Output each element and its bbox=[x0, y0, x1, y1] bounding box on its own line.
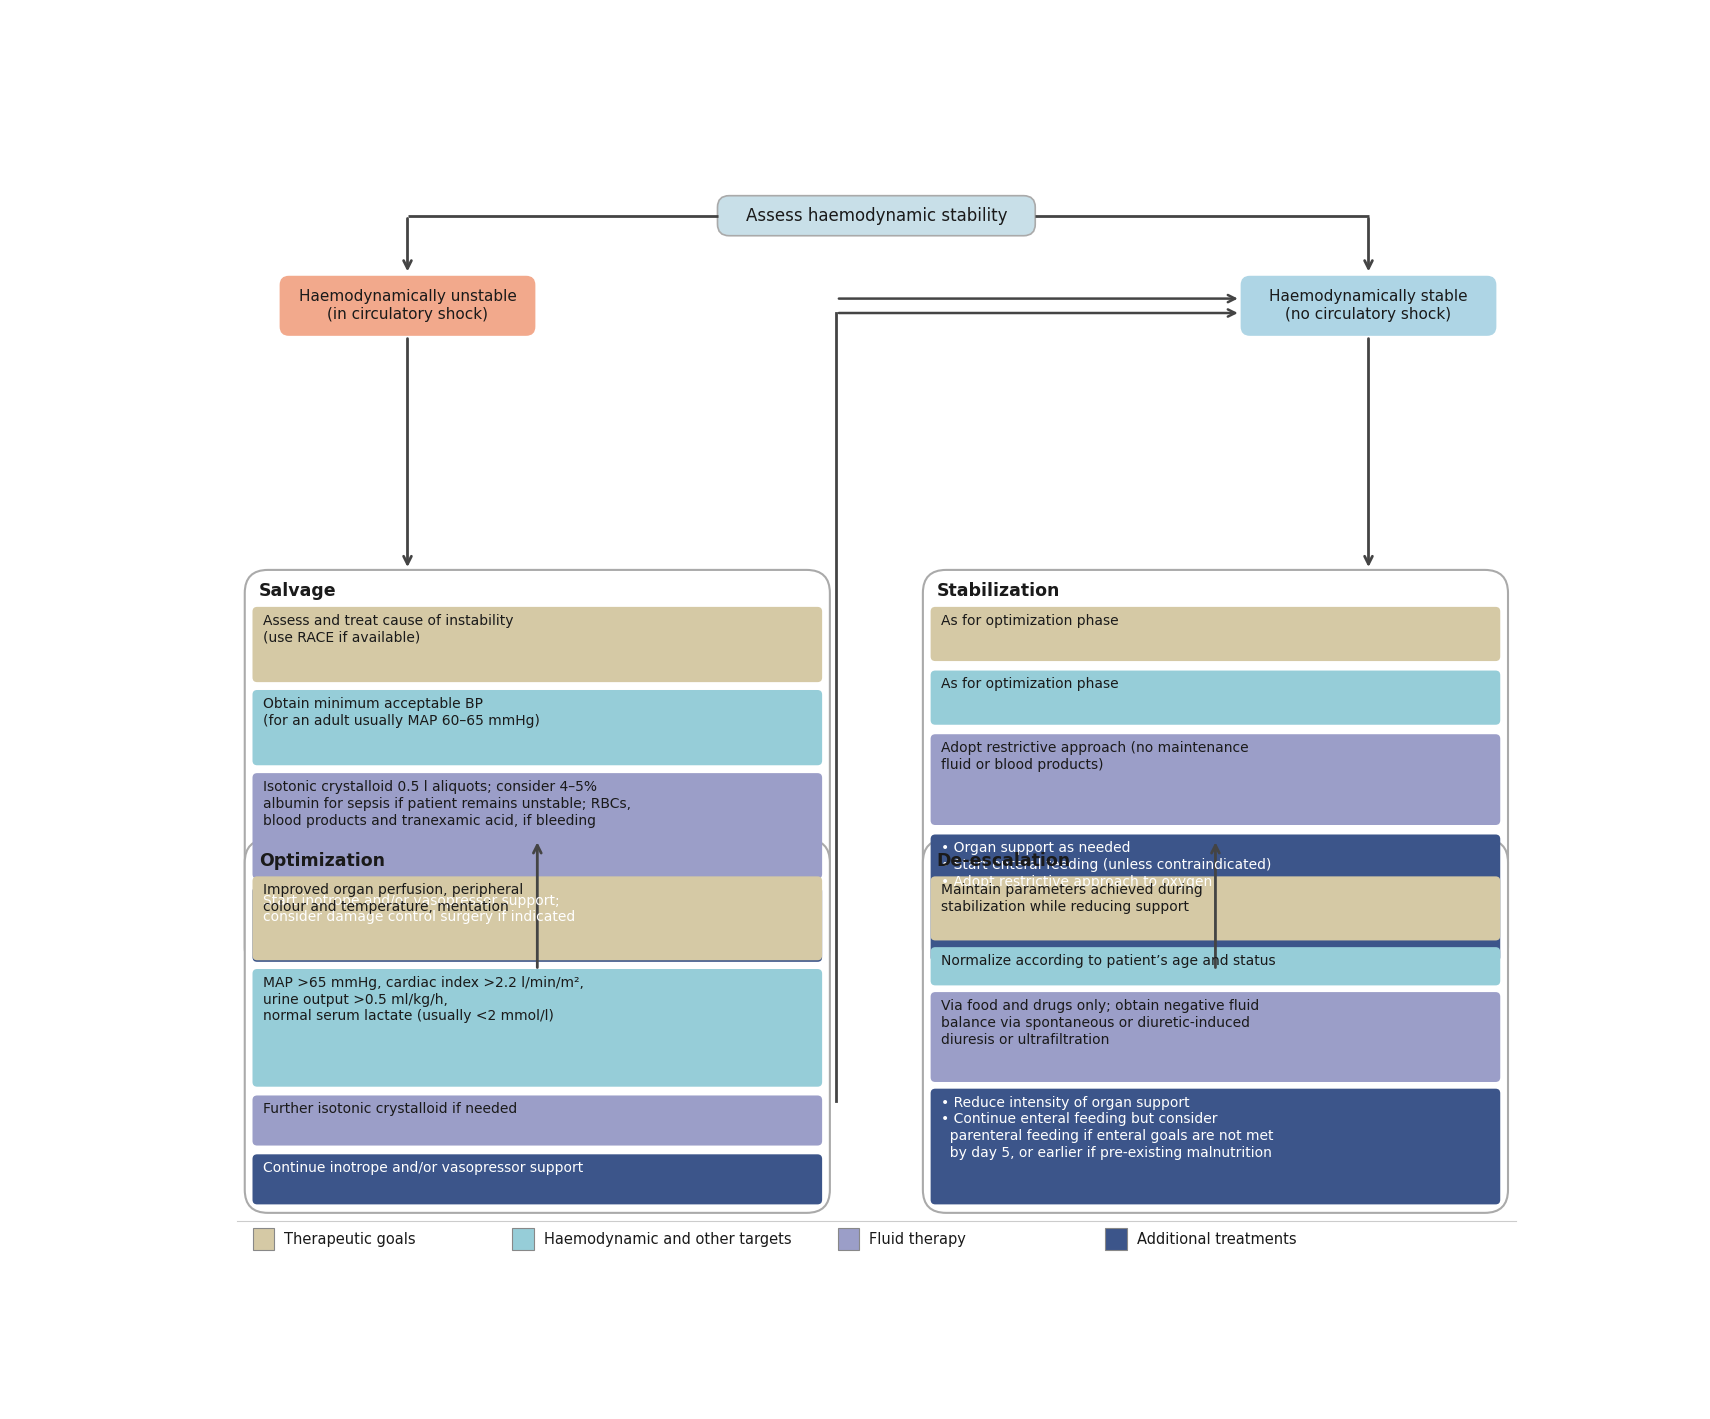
FancyBboxPatch shape bbox=[923, 840, 1508, 1213]
FancyBboxPatch shape bbox=[930, 734, 1500, 824]
FancyBboxPatch shape bbox=[253, 877, 823, 961]
FancyBboxPatch shape bbox=[1241, 275, 1496, 336]
FancyBboxPatch shape bbox=[280, 275, 535, 336]
FancyBboxPatch shape bbox=[245, 570, 829, 971]
Text: Stabilization: Stabilization bbox=[937, 582, 1060, 600]
Text: Start inotrope and/or vasopressor support;
consider damage control surgery if in: Start inotrope and/or vasopressor suppor… bbox=[263, 894, 575, 924]
Text: MAP >65 mmHg, cardiac index >2.2 l/min/m²,
urine output >0.5 ml/kg/h,
normal ser: MAP >65 mmHg, cardiac index >2.2 l/min/m… bbox=[263, 976, 583, 1023]
FancyBboxPatch shape bbox=[930, 671, 1500, 725]
Bar bbox=[253, 1229, 274, 1250]
Text: Normalize according to patient’s age and status: Normalize according to patient’s age and… bbox=[941, 954, 1276, 968]
FancyBboxPatch shape bbox=[253, 773, 823, 878]
FancyBboxPatch shape bbox=[253, 690, 823, 765]
Text: Optimization: Optimization bbox=[258, 851, 385, 870]
FancyBboxPatch shape bbox=[930, 992, 1500, 1081]
Bar bbox=[1105, 1229, 1127, 1250]
Text: Via food and drugs only; obtain negative fluid
balance via spontaneous or diuret: Via food and drugs only; obtain negative… bbox=[941, 999, 1259, 1047]
FancyBboxPatch shape bbox=[923, 570, 1508, 971]
Bar bbox=[511, 1229, 534, 1250]
Text: Additional treatments: Additional treatments bbox=[1137, 1232, 1296, 1246]
FancyBboxPatch shape bbox=[253, 1154, 823, 1205]
Text: As for optimization phase: As for optimization phase bbox=[941, 614, 1118, 627]
Text: Therapeutic goals: Therapeutic goals bbox=[284, 1232, 416, 1246]
FancyBboxPatch shape bbox=[930, 834, 1500, 962]
Text: Haemodynamic and other targets: Haemodynamic and other targets bbox=[544, 1232, 792, 1246]
FancyBboxPatch shape bbox=[253, 607, 823, 683]
Bar bbox=[838, 1229, 860, 1250]
Text: Maintain parameters achieved during
stabilization while reducing support: Maintain parameters achieved during stab… bbox=[941, 883, 1202, 914]
Text: Assess haemodynamic stability: Assess haemodynamic stability bbox=[746, 207, 1007, 224]
FancyBboxPatch shape bbox=[245, 840, 829, 1213]
FancyBboxPatch shape bbox=[930, 946, 1500, 985]
Text: Continue inotrope and/or vasopressor support: Continue inotrope and/or vasopressor sup… bbox=[263, 1161, 583, 1175]
FancyBboxPatch shape bbox=[930, 877, 1500, 941]
Text: • Organ support as needed
• Start enteral feeding (unless contraindicated)
• Ado: • Organ support as needed • Start entera… bbox=[941, 841, 1271, 888]
Text: Assess and treat cause of instability
(use RACE if available): Assess and treat cause of instability (u… bbox=[263, 614, 513, 644]
Text: Haemodynamically unstable
(in circulatory shock): Haemodynamically unstable (in circulator… bbox=[299, 289, 516, 322]
Text: Further isotonic crystalloid if needed: Further isotonic crystalloid if needed bbox=[263, 1103, 516, 1117]
FancyBboxPatch shape bbox=[718, 196, 1035, 236]
FancyBboxPatch shape bbox=[253, 969, 823, 1087]
Text: • Reduce intensity of organ support
• Continue enteral feeding but consider
  pa: • Reduce intensity of organ support • Co… bbox=[941, 1095, 1274, 1159]
Text: De-escalation: De-escalation bbox=[937, 851, 1070, 870]
Text: As for optimization phase: As for optimization phase bbox=[941, 677, 1118, 691]
FancyBboxPatch shape bbox=[930, 607, 1500, 661]
Text: Fluid therapy: Fluid therapy bbox=[869, 1232, 966, 1246]
Text: Salvage: Salvage bbox=[258, 582, 337, 600]
FancyBboxPatch shape bbox=[253, 887, 823, 962]
Text: Improved organ perfusion, peripheral
colour and temperature, mentation: Improved organ perfusion, peripheral col… bbox=[263, 883, 523, 914]
FancyBboxPatch shape bbox=[930, 1088, 1500, 1205]
Text: Adopt restrictive approach (no maintenance
fluid or blood products): Adopt restrictive approach (no maintenan… bbox=[941, 741, 1248, 772]
Text: Isotonic crystalloid 0.5 l aliquots; consider 4–5%
albumin for sepsis if patient: Isotonic crystalloid 0.5 l aliquots; con… bbox=[263, 780, 631, 827]
FancyBboxPatch shape bbox=[253, 1095, 823, 1145]
Text: Obtain minimum acceptable BP
(for an adult usually MAP 60–65 mmHg): Obtain minimum acceptable BP (for an adu… bbox=[263, 697, 539, 728]
Text: Haemodynamically stable
(no circulatory shock): Haemodynamically stable (no circulatory … bbox=[1269, 289, 1467, 322]
